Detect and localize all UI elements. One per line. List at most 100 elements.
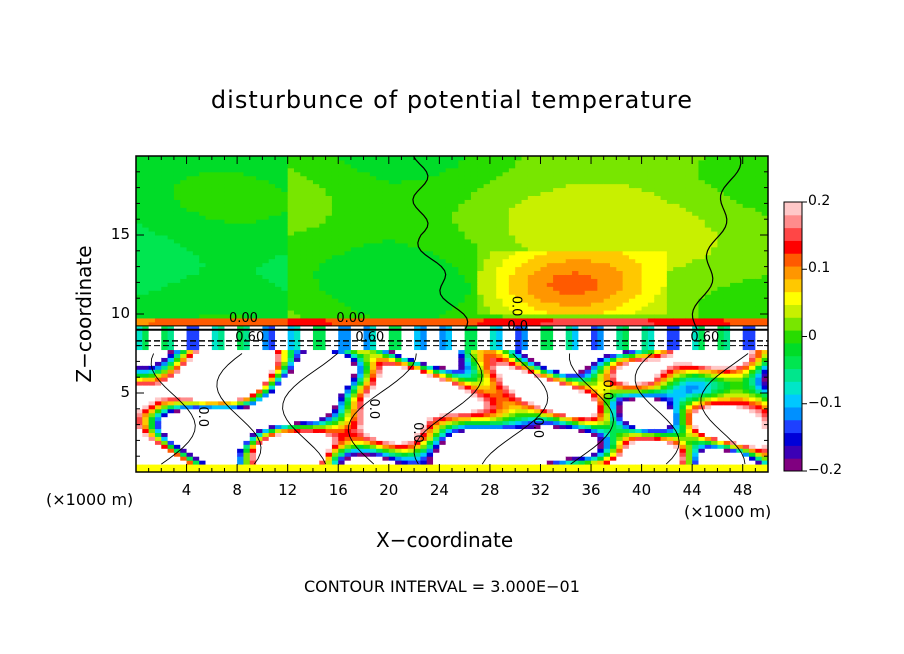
heatmap-cell [142, 396, 150, 402]
heatmap-cell [369, 365, 377, 370]
heatmap-cell [458, 456, 466, 461]
heatmap-cell [433, 428, 440, 433]
heatmap-cell [224, 404, 232, 410]
heatmap-cell [300, 448, 308, 453]
heatmap-cell [142, 235, 150, 240]
heatmap-cell [452, 440, 459, 445]
heatmap-cell [331, 412, 339, 418]
heatmap-cell [521, 163, 529, 169]
heatmap-cell [237, 365, 244, 370]
heatmap-cell [458, 314, 466, 319]
heatmap-cell [388, 203, 396, 208]
heatmap-cell [262, 187, 270, 193]
heatmap-cell [325, 179, 333, 185]
heatmap-cell [287, 235, 295, 240]
heatmap-cell [357, 357, 365, 362]
heatmap-cell [268, 163, 276, 169]
heatmap-cell [192, 456, 200, 461]
heatmap-cell [344, 444, 352, 449]
heatmap-cell [369, 456, 377, 461]
heatmap-cell [508, 278, 516, 283]
heatmap-cell [407, 163, 415, 169]
heatmap-cell [167, 432, 175, 437]
heatmap-cell [344, 329, 352, 335]
heatmap-cell [230, 227, 238, 232]
heatmap-cell [249, 215, 257, 220]
heatmap-cell [452, 298, 459, 303]
heatmap-cell [452, 341, 459, 347]
heatmap-cell [477, 258, 485, 264]
heatmap-cell [319, 448, 327, 453]
heatmap-cell [136, 242, 143, 248]
heatmap-cell [275, 456, 282, 461]
heatmap-cell [205, 400, 213, 406]
heatmap-cell [407, 404, 415, 410]
heatmap-cell [142, 219, 150, 224]
heatmap-cell [268, 444, 276, 449]
heatmap-cell [426, 254, 434, 260]
heatmap-cell [502, 369, 510, 374]
heatmap-cell [483, 349, 491, 354]
heatmap-cell [287, 456, 295, 461]
heatmap-cell [262, 333, 270, 339]
heatmap-cell [477, 199, 485, 204]
heatmap-cell [142, 381, 150, 386]
heatmap-cell [154, 294, 162, 299]
heatmap-cell [249, 199, 257, 204]
heatmap-cell [344, 460, 352, 465]
heatmap-cell [363, 175, 371, 181]
heatmap-cell [433, 215, 440, 220]
heatmap-cell [395, 325, 402, 331]
heatmap-cell [445, 349, 453, 354]
heatmap-cell [357, 452, 365, 457]
heatmap-cell [489, 456, 497, 461]
heatmap-cell [161, 389, 169, 394]
heatmap-cell [205, 262, 213, 268]
heatmap-cell [420, 199, 428, 204]
heatmap-cell [192, 286, 200, 291]
heatmap-cell [294, 262, 301, 268]
heatmap-cell [407, 219, 415, 224]
heatmap-cell [154, 412, 162, 418]
heatmap-cell [136, 250, 143, 256]
heatmap-cell [464, 349, 472, 354]
heatmap-cell [154, 223, 162, 228]
heatmap-cell [325, 321, 333, 327]
heatmap-cell [262, 310, 270, 315]
heatmap-cell [287, 329, 295, 335]
heatmap-cell [142, 341, 150, 347]
heatmap-cell [382, 223, 390, 228]
heatmap-cell [388, 412, 396, 418]
heatmap-cell [262, 412, 270, 418]
heatmap-cell [300, 400, 308, 406]
heatmap-cell [477, 179, 485, 185]
heatmap-cell [319, 396, 327, 402]
heatmap-cell [142, 262, 150, 268]
heatmap-cell [452, 408, 459, 414]
heatmap-cell [205, 235, 213, 240]
heatmap-cell [142, 436, 150, 441]
heatmap-cell [173, 341, 181, 347]
heatmap-cell [300, 227, 308, 232]
heatmap-cell [388, 310, 396, 315]
heatmap-cell [388, 286, 396, 291]
heatmap-cell [357, 314, 365, 319]
heatmap-cell [369, 223, 377, 228]
heatmap-cell [256, 408, 263, 414]
heatmap-cell [452, 452, 459, 457]
heatmap-cell [445, 377, 453, 382]
heatmap-cell [161, 302, 169, 307]
heatmap-cell [452, 424, 459, 430]
heatmap-cell [369, 175, 377, 181]
heatmap-cell [173, 238, 181, 244]
heatmap-cell [515, 317, 523, 323]
heatmap-cell [331, 286, 339, 291]
heatmap-cell [199, 357, 207, 362]
heatmap-cell [224, 317, 232, 323]
heatmap-cell [230, 440, 238, 445]
heatmap-cell [262, 341, 270, 347]
heatmap-cell [363, 223, 371, 228]
heatmap-cell [173, 325, 181, 331]
heatmap-cell [338, 341, 346, 347]
heatmap-cell [275, 404, 282, 410]
